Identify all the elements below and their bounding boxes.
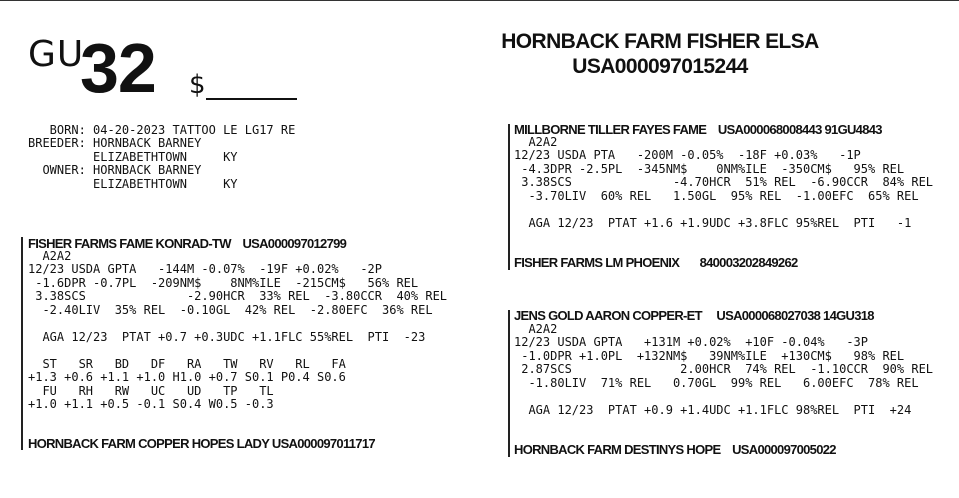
sire-stats: A2A2 12/23 USDA GPTA -144M -0.07% -19F +0… <box>28 249 448 411</box>
text-line: ELIZABETHTOWN KY <box>28 176 238 191</box>
text-line: A2A2 <box>28 249 72 263</box>
animal-info: BORN: 04-20-2023 TATTOO LE LG17 RE BREEDE… <box>28 123 296 191</box>
text-line: +1.0 +1.1 +0.5 -0.1 S0.4 W0.5 -0.3 <box>28 396 274 411</box>
text-line <box>514 203 933 216</box>
sire-heading: FISHER FARMS FAME KONRAD-TW USA000097012… <box>28 236 347 251</box>
dam-dam-heading: HORNBACK FARM DESTINYS HOPE USA000097005… <box>514 442 837 457</box>
sire-bracket <box>21 237 23 450</box>
animal-id: USA000097015244 <box>572 55 748 78</box>
text-line: A2A2 <box>514 135 558 149</box>
animal-name: HORNBACK FARM FISHER ELSA <box>501 30 819 53</box>
text-line: -1.6DPR -0.7PL -209NM$ 8NM%ILE -215CM$ 5… <box>28 275 419 290</box>
text-line: ST SR BD DF RA TW RV RL FA <box>28 356 346 371</box>
top-border <box>0 0 959 1</box>
text-line: OWNER: HORNBACK BARNEY <box>28 163 202 178</box>
sire-sire-bracket <box>508 124 510 270</box>
dam-sire-stats: A2A2 12/23 USDA GPTA +131M +0.02% +10F -0… <box>514 322 934 417</box>
text-line: -4.3DPR -2.5PL -345NM$ 0NM%ILE -350CM$ 9… <box>514 161 905 176</box>
text-line: -3.70LIV 60% REL 1.50GL 95% REL -1.00EFC… <box>514 188 919 203</box>
text-line: AGA 12/23 PTAT +0.7 +0.3UDC +1.1FLC 55%R… <box>28 329 426 344</box>
sire-sire-stats: A2A2 12/23 USDA PTA -200M -0.05% -18F +0.… <box>514 135 934 230</box>
text-line: BORN: 04-20-2023 TATTOO LE LG17 RE <box>28 123 296 137</box>
price-symbol: $ <box>189 70 206 100</box>
sire-dam-heading: FISHER FARMS LM PHOENIX 840003202849262 <box>514 255 798 270</box>
breed-prefix: GU <box>28 34 85 75</box>
text-line: FU RH RW UC UD TP TL <box>28 383 274 398</box>
text-line: A2A2 <box>514 322 558 336</box>
dam-sire-heading: JENS GOLD AARON COPPER-ET USA00006802703… <box>514 308 875 323</box>
text-line <box>514 390 933 403</box>
text-line: AGA 12/23 PTAT +1.6 +1.9UDC +3.8FLC 95%R… <box>514 215 912 230</box>
sire-sire-heading: MILLBORNE TILLER FAYES FAME USA000068008… <box>514 122 882 137</box>
text-line: 3.38SCS -4.70HCR 51% REL -6.90CCR 84% RE… <box>514 175 934 190</box>
text-line: 12/23 USDA PTA -200M -0.05% -18F +0.03% … <box>514 148 861 163</box>
dam-sire-bracket <box>508 310 510 457</box>
text-line: 3.38SCS -2.90HCR 33% REL -3.80CCR 40% RE… <box>28 289 448 304</box>
text-line: 12/23 USDA GPTA -144M -0.07% -19F +0.02%… <box>28 262 383 277</box>
text-line: AGA 12/23 PTAT +0.9 +1.4UDC +1.1FLC 98%R… <box>514 402 912 417</box>
lot-number: 32 <box>80 29 157 107</box>
text-line: -1.80LIV 71% REL 0.70GL 99% REL 6.00EFC … <box>514 375 919 390</box>
text-line: BREEDER: HORNBACK BARNEY <box>28 136 202 151</box>
text-line: 2.87SCS 2.00HCR 74% REL -1.10CCR 90% REL <box>514 362 934 377</box>
text-line: ELIZABETHTOWN KY <box>28 149 238 164</box>
text-line: -2.40LIV 35% REL -0.10GL 42% REL -2.80EF… <box>28 302 433 317</box>
text-line <box>28 344 447 357</box>
text-line: 12/23 USDA GPTA +131M +0.02% +10F -0.04%… <box>514 335 869 350</box>
text-line: +1.3 +0.6 +1.1 +1.0 H1.0 +0.7 S0.1 P0.4 … <box>28 370 346 385</box>
dam-heading: HORNBACK FARM COPPER HOPES LADY USA00009… <box>28 436 376 451</box>
price-blank <box>206 98 297 100</box>
text-line <box>28 317 447 330</box>
text-line: -1.0DPR +1.0PL +132NM$ 39NM%ILE +130CM$ … <box>514 348 905 363</box>
